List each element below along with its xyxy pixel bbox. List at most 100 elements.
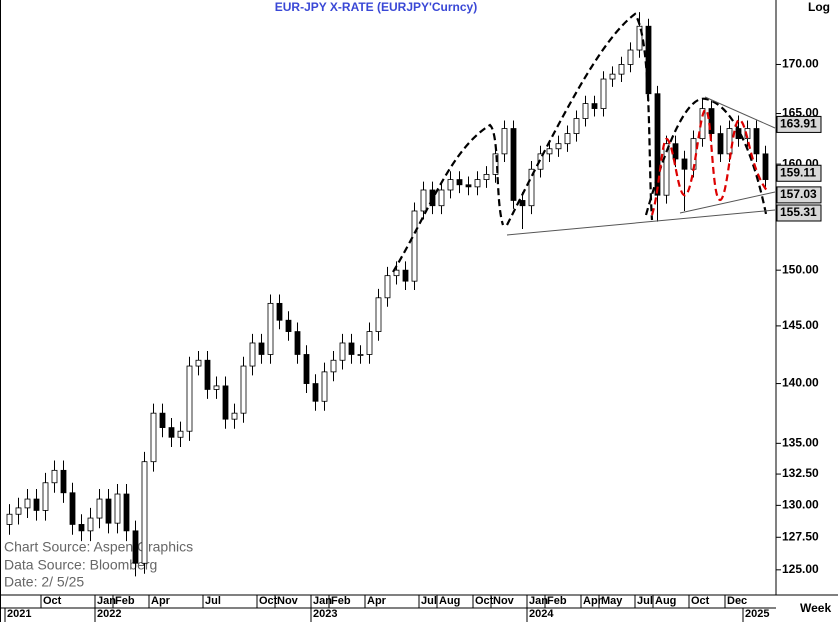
candle <box>78 514 85 542</box>
x-tick-label: Oct <box>691 595 710 607</box>
candle-body <box>96 498 103 519</box>
source-line: Date: 2/ 5/25 <box>4 574 84 590</box>
candle <box>195 351 202 376</box>
x-tick-label: Oct <box>43 595 62 607</box>
price-label: 157.03 <box>780 187 817 201</box>
candle-body <box>78 524 85 532</box>
source-line: Chart Source: Aspen Graphics <box>4 539 193 555</box>
candle-body <box>654 93 661 196</box>
price-label: 155.31 <box>780 205 817 219</box>
candle <box>249 333 256 376</box>
candle-body <box>348 342 355 355</box>
candle-body <box>609 73 616 80</box>
candle <box>132 520 139 577</box>
trend-line <box>506 209 776 236</box>
price-label-box <box>776 164 822 182</box>
candle <box>546 140 553 163</box>
candle <box>564 125 571 152</box>
candle-body <box>33 498 40 511</box>
candle <box>753 120 760 163</box>
candle <box>123 484 130 542</box>
candle <box>438 181 445 215</box>
candle <box>141 451 148 574</box>
x-tick-label: Jan <box>313 595 332 607</box>
candle-body <box>402 269 409 282</box>
candle-body <box>330 359 337 373</box>
candle-body <box>294 331 301 355</box>
candle-body <box>258 342 265 355</box>
x-tick-label: Apr <box>151 595 171 607</box>
candle-body <box>87 517 94 532</box>
candle-body <box>240 365 247 414</box>
price-label-box <box>776 204 822 222</box>
dashed-arc <box>392 123 505 273</box>
candle <box>240 356 247 423</box>
candle-body <box>60 469 67 494</box>
x-tick-label: Jul <box>205 595 221 607</box>
x-tick-label: Aug <box>655 595 676 607</box>
year-label: 2022 <box>97 608 121 620</box>
candle-body <box>123 493 130 532</box>
candle-body <box>438 189 445 207</box>
candle-body <box>114 493 121 524</box>
candle-body <box>186 365 193 432</box>
x-tick-label: Oct <box>259 595 278 607</box>
candle-body <box>222 385 229 420</box>
candle-body <box>744 128 751 140</box>
candle-body <box>267 302 274 355</box>
scale-label: Log <box>808 0 830 14</box>
candle <box>267 294 274 364</box>
candle-body <box>753 128 760 155</box>
dashed-arc <box>644 97 768 216</box>
candle <box>510 120 517 209</box>
candle <box>573 110 580 142</box>
candle-body <box>285 319 292 332</box>
candle-body <box>447 179 454 191</box>
x-tick-label: Dec <box>727 595 747 607</box>
candle-body <box>339 342 346 361</box>
candle <box>105 489 112 534</box>
x-tick-label: Jul <box>421 595 437 607</box>
candle <box>258 333 265 364</box>
candle-body <box>303 354 310 384</box>
chart-title: EUR-JPY X-RATE (EURJPY'Curncy) <box>275 0 477 14</box>
candle <box>276 294 283 330</box>
y-tick-label: 127.50 <box>782 529 819 543</box>
candle <box>582 95 589 127</box>
candle-body <box>195 359 202 367</box>
y-tick-label: 125.00 <box>782 562 819 576</box>
year-label: 2024 <box>529 608 554 620</box>
candle <box>42 472 49 521</box>
candle <box>654 85 661 222</box>
candle-body <box>231 412 238 420</box>
candle <box>213 376 220 399</box>
candle <box>465 176 472 196</box>
candle <box>501 120 508 163</box>
candle-body <box>465 184 472 188</box>
x-tick-label: Oct <box>475 595 494 607</box>
source-line: Data Source: Bloomberg <box>4 557 157 573</box>
price-label: 159.11 <box>780 165 816 179</box>
candle-body <box>600 78 607 109</box>
x-tick-label: Feb <box>115 595 135 607</box>
candle <box>6 504 13 535</box>
y-tick-label: 130.00 <box>782 498 819 512</box>
candle <box>114 484 121 534</box>
y-tick-label: 140.00 <box>782 376 819 390</box>
candle-body <box>546 148 553 155</box>
candle <box>51 460 58 493</box>
candle <box>177 421 184 447</box>
candle-body <box>528 168 535 207</box>
candle-body <box>456 179 463 186</box>
candle <box>222 376 229 429</box>
candle <box>762 145 769 187</box>
candle-body <box>6 513 13 525</box>
candle-body <box>492 153 499 175</box>
candle-body <box>627 49 634 65</box>
candle <box>483 166 490 188</box>
candle-body <box>312 383 319 402</box>
candle <box>447 171 454 199</box>
candle-body <box>159 412 166 428</box>
